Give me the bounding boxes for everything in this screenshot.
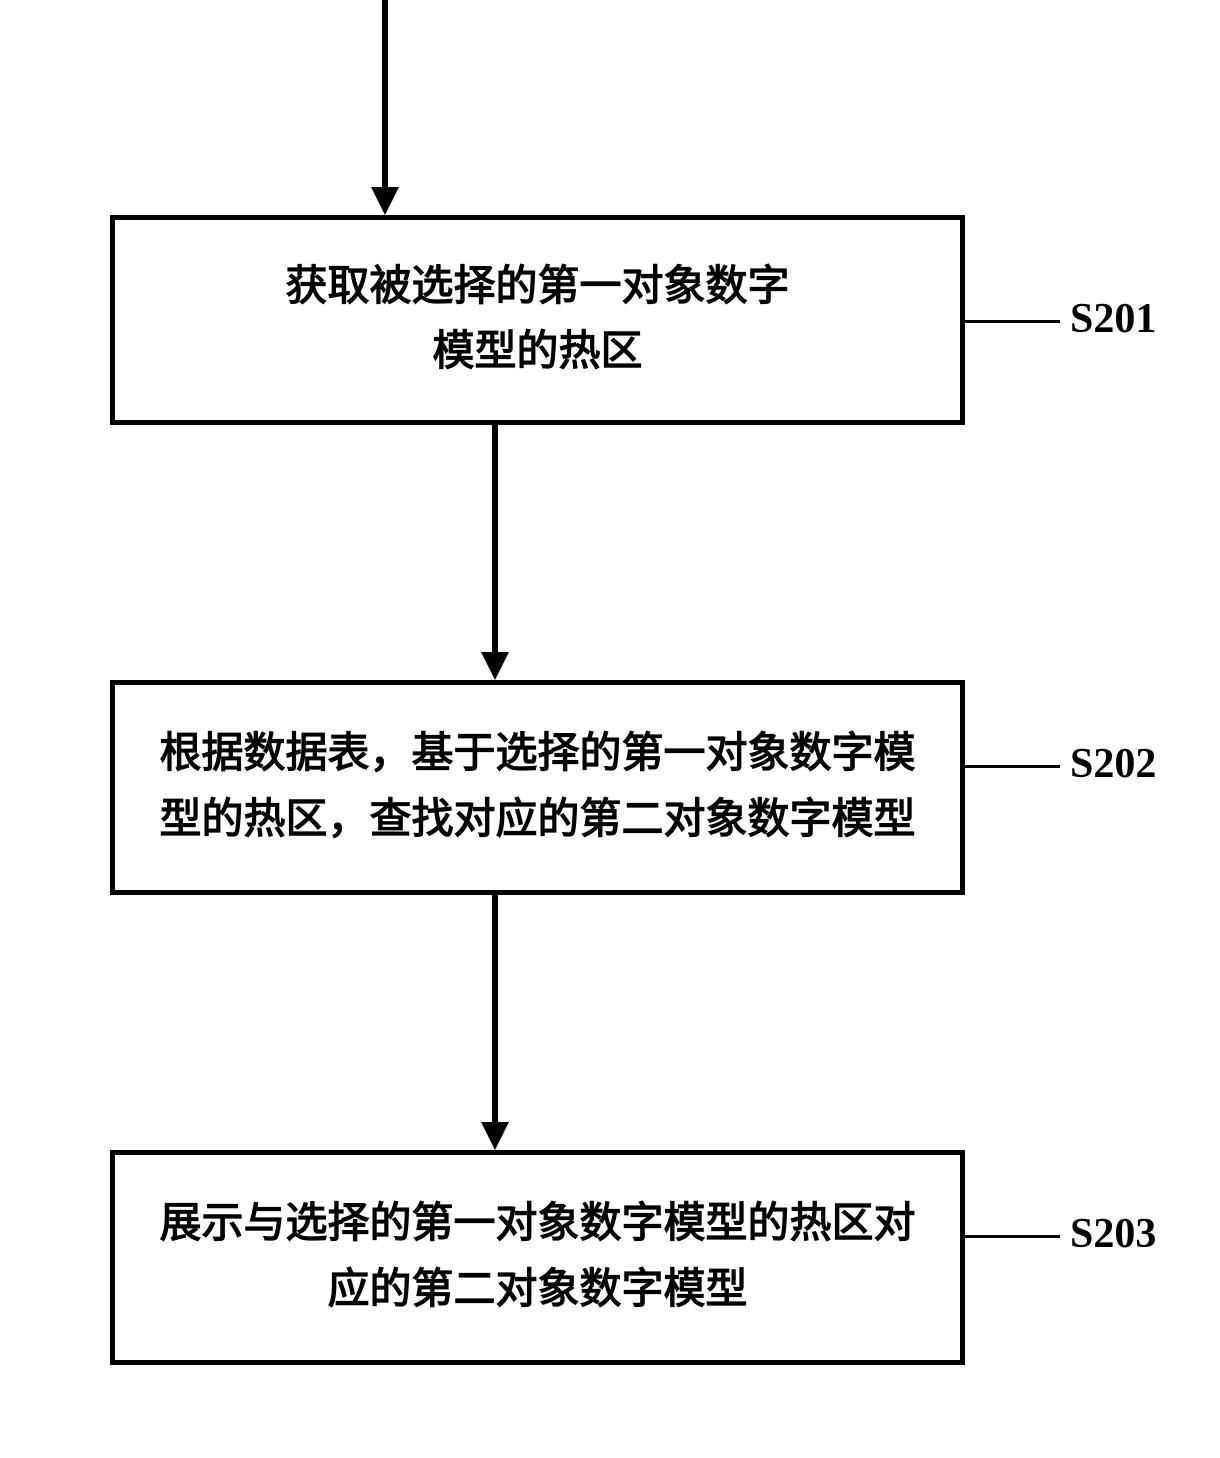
arrow-1-line xyxy=(492,425,498,654)
lead-line-s202 xyxy=(965,765,1060,768)
flow-node-s203-text: 展示与选择的第一对象数字模型的热区对 应的第二对象数字模型 xyxy=(159,1192,915,1322)
arrow-0-line xyxy=(382,0,388,189)
flow-node-s203: 展示与选择的第一对象数字模型的热区对 应的第二对象数字模型 xyxy=(110,1150,965,1365)
lead-line-s201 xyxy=(965,320,1060,323)
flow-node-s201-text: 获取被选择的第一对象数字 模型的热区 xyxy=(285,255,789,385)
flowchart-canvas: 获取被选择的第一对象数字 模型的热区 S201 根据数据表，基于选择的第一对象数… xyxy=(0,0,1220,1458)
arrow-2-head xyxy=(481,1122,509,1150)
step-label-s201: S201 xyxy=(1070,295,1156,343)
arrow-2-line xyxy=(492,895,498,1124)
lead-line-s203 xyxy=(965,1235,1060,1238)
step-label-s202: S202 xyxy=(1070,740,1156,788)
flow-node-s202: 根据数据表，基于选择的第一对象数字模 型的热区，查找对应的第二对象数字模型 xyxy=(110,680,965,895)
arrow-1-head xyxy=(481,652,509,680)
flow-node-s202-text: 根据数据表，基于选择的第一对象数字模 型的热区，查找对应的第二对象数字模型 xyxy=(159,722,915,852)
arrow-0-head xyxy=(371,187,399,215)
flow-node-s201: 获取被选择的第一对象数字 模型的热区 xyxy=(110,215,965,425)
step-label-s203: S203 xyxy=(1070,1210,1156,1258)
